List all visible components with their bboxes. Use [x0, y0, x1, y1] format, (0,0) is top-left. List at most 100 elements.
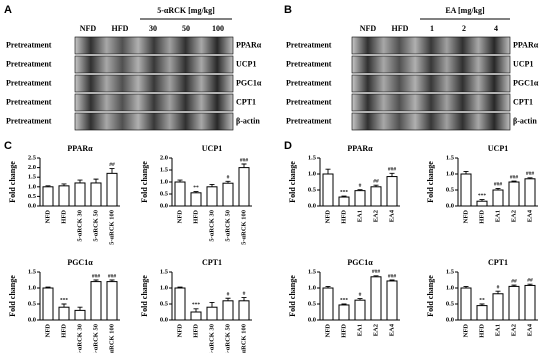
x-tick-label: HFD: [340, 210, 347, 224]
bar: [190, 192, 202, 207]
y-tick-label: 2.5: [28, 154, 37, 161]
x-tick-label: 5-αRCK 100: [108, 324, 115, 353]
y-tick-label: 1.0: [446, 284, 454, 291]
bar: [222, 182, 234, 207]
y-axis-label: Fold change: [426, 161, 435, 203]
bar: [492, 293, 504, 321]
y-tick-label: 1.0: [308, 284, 316, 291]
significance-label: #: [243, 291, 246, 297]
lane-label: NFD: [80, 24, 97, 33]
error-bar: [463, 285, 469, 288]
bar: [460, 173, 472, 207]
error-bar: [341, 195, 347, 198]
bar: [524, 178, 536, 207]
y-axis-label: Fold change: [8, 161, 17, 203]
x-tick-label: NFD: [176, 324, 183, 338]
blot-row: [351, 93, 511, 112]
significance-label: ##: [109, 162, 115, 168]
error-bar: [241, 163, 247, 168]
error-bar: [495, 187, 501, 190]
significance-label: ###: [372, 269, 381, 275]
bar: [354, 190, 366, 207]
y-tick-label: 0.5: [308, 300, 317, 307]
y-tick-label: 0.5: [28, 300, 37, 307]
lane-label: 50: [182, 24, 190, 33]
error-bar: [45, 185, 51, 187]
protein-label: PGC1α: [513, 78, 539, 87]
blot-b: [351, 18, 511, 131]
error-bar: [389, 172, 395, 177]
x-tick-label: 5-αRCK 30: [76, 324, 83, 353]
bar: [206, 306, 218, 321]
bar: [508, 181, 520, 207]
y-tick-label: 0.5: [28, 193, 37, 200]
bar: [338, 196, 350, 207]
lane-label: 1: [430, 24, 434, 33]
error-bar: [389, 279, 395, 281]
blot-row: [351, 112, 511, 131]
bar: [354, 299, 366, 321]
significance-label: ##: [527, 277, 533, 283]
error-bar: [527, 283, 533, 286]
significance-label: #: [359, 292, 362, 298]
lane-label: 30: [149, 24, 157, 33]
y-tick-label: 1.0: [28, 284, 36, 291]
error-bar: [193, 308, 199, 312]
x-tick-label: 5-αRCK 100: [240, 324, 247, 353]
bar: [476, 200, 488, 207]
row-label: Pretreatment: [286, 59, 332, 68]
significance-label: #: [227, 175, 230, 181]
significance-label: ###: [388, 167, 397, 173]
error-bar: [495, 290, 501, 294]
blot-row: [351, 36, 511, 55]
panel-label: D: [284, 140, 292, 152]
x-tick-label: HFD: [478, 210, 485, 224]
significance-label: ***: [192, 302, 201, 308]
x-tick-label: NFD: [462, 210, 469, 224]
chart-title: PPARα: [347, 144, 373, 153]
x-tick-label: 5-αRCK 50: [224, 324, 231, 353]
y-tick-label: 0.0: [446, 316, 454, 323]
error-bar: [77, 306, 83, 311]
bar: [524, 284, 536, 321]
error-bar: [177, 179, 183, 182]
bar: [508, 285, 520, 321]
protein-label: UCP1: [513, 59, 533, 68]
error-bar: [77, 179, 83, 183]
error-bar: [61, 183, 67, 186]
error-bar: [109, 279, 115, 282]
bar: [106, 172, 118, 207]
x-tick-label: 5-αRCK 50: [224, 210, 231, 242]
protein-label: PGC1α: [236, 78, 262, 87]
y-axis-label: Fold change: [140, 161, 149, 203]
lane-label: NFD: [360, 24, 377, 33]
row-label: Pretreatment: [286, 40, 332, 49]
bar: [322, 173, 334, 207]
error-bar: [45, 286, 51, 288]
x-tick-label: EA2: [372, 210, 379, 222]
protein-label: β-actin: [236, 116, 260, 125]
significance-label: ###: [240, 157, 249, 163]
error-bar: [325, 168, 331, 174]
error-bar: [225, 180, 231, 184]
x-tick-label: HFD: [60, 324, 67, 338]
chart-title: UCP1: [202, 144, 222, 153]
panel-label: B: [284, 4, 292, 16]
bar: [106, 281, 118, 321]
bar: [42, 287, 54, 321]
blot-row: [74, 93, 234, 112]
bar: [90, 281, 102, 321]
y-tick-label: 1.5: [28, 174, 37, 181]
significance-label: ***: [340, 297, 349, 303]
significance-label: ***: [478, 193, 487, 199]
significance-label: **: [479, 297, 485, 303]
error-bar: [341, 303, 347, 305]
chart-title: PGC1α: [67, 258, 93, 267]
significance-label: ***: [340, 189, 349, 195]
y-tick-label: 1.0: [28, 183, 36, 190]
y-axis-label: Fold change: [288, 161, 297, 203]
bar: [238, 167, 250, 207]
y-tick-label: 1.0: [160, 178, 168, 185]
error-bar: [527, 177, 533, 179]
